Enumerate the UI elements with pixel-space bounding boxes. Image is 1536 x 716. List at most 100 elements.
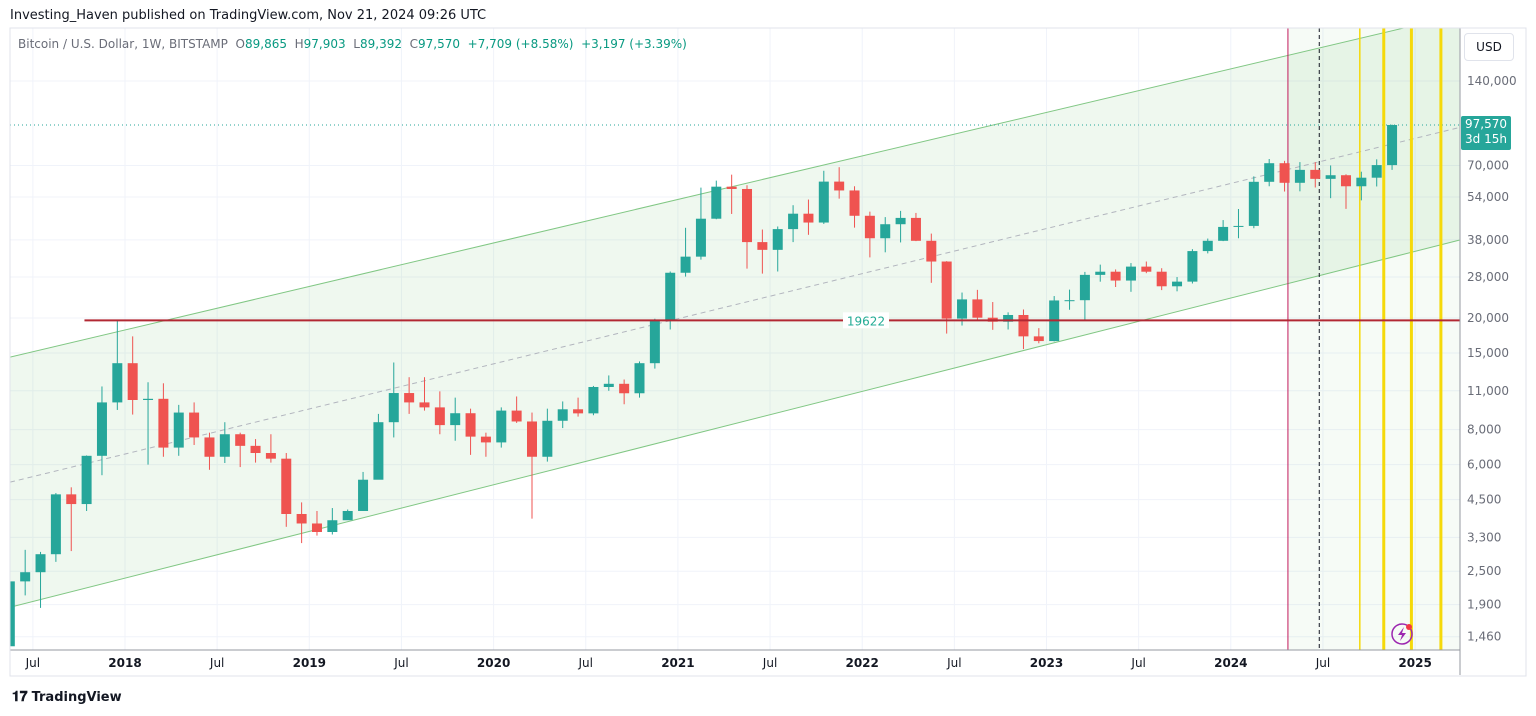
candle bbox=[1141, 261, 1152, 274]
candle bbox=[1049, 296, 1060, 342]
low-label: L bbox=[353, 37, 360, 51]
symbol-name[interactable]: Bitcoin / U.S. Dollar, 1W, BITSTAMP bbox=[18, 37, 228, 51]
candle bbox=[1294, 162, 1305, 192]
candle bbox=[1325, 165, 1336, 199]
candle-body bbox=[788, 213, 799, 230]
x-tick-label: Jul bbox=[946, 656, 961, 670]
candle-body bbox=[1387, 125, 1398, 166]
candle bbox=[1110, 269, 1121, 287]
candle bbox=[235, 432, 246, 468]
candle bbox=[173, 404, 184, 456]
tradingview-logo-icon: 𝟏𝟕 bbox=[12, 689, 28, 705]
x-tick-label: 2022 bbox=[845, 656, 878, 670]
candle-body bbox=[35, 554, 46, 573]
candle-body bbox=[250, 445, 261, 454]
candle bbox=[788, 205, 799, 243]
channel-mid-line bbox=[10, 127, 1460, 483]
high-value: 97,903 bbox=[303, 37, 346, 51]
lightning-alert-icon[interactable] bbox=[1391, 623, 1413, 645]
candle bbox=[1248, 176, 1259, 229]
candle bbox=[711, 180, 722, 220]
support-label: 19622 bbox=[847, 314, 885, 328]
candle bbox=[404, 377, 415, 414]
candle bbox=[588, 385, 599, 416]
candle bbox=[20, 549, 31, 596]
candle-body bbox=[1172, 281, 1183, 287]
candle-body bbox=[1125, 266, 1136, 281]
candle bbox=[1033, 328, 1044, 344]
candle-body bbox=[143, 398, 154, 400]
y-tick-label: 4,500 bbox=[1467, 493, 1501, 507]
candle-body bbox=[757, 242, 768, 250]
candle-body bbox=[1310, 169, 1321, 179]
candle bbox=[910, 212, 921, 242]
candle-body bbox=[189, 412, 200, 438]
candle-body bbox=[864, 215, 875, 239]
channel-fill bbox=[10, 28, 1460, 608]
candle bbox=[619, 379, 630, 405]
candle-body bbox=[1079, 274, 1090, 301]
candle-body bbox=[910, 217, 921, 241]
candle-body bbox=[388, 393, 399, 423]
candle bbox=[189, 402, 200, 445]
y-tick-label: 1,460 bbox=[1467, 630, 1501, 644]
candle bbox=[557, 401, 568, 429]
candle-body bbox=[680, 256, 691, 273]
candle-body bbox=[803, 213, 814, 223]
close-value: 97,570 bbox=[418, 37, 461, 51]
candle bbox=[726, 174, 737, 214]
candle-body bbox=[849, 190, 860, 216]
y-tick-label: 8,000 bbox=[1467, 423, 1501, 437]
candle bbox=[143, 382, 154, 465]
candle bbox=[1218, 220, 1229, 242]
candle-body bbox=[1018, 314, 1029, 337]
candle bbox=[1356, 171, 1367, 201]
candle bbox=[311, 510, 322, 536]
x-tick-label: 2020 bbox=[477, 656, 510, 670]
candle bbox=[680, 227, 691, 277]
open-value: 89,865 bbox=[244, 37, 287, 51]
x-tick-label: Jul bbox=[762, 656, 777, 670]
candle bbox=[112, 320, 123, 410]
candle bbox=[1233, 209, 1244, 239]
candle bbox=[1187, 249, 1198, 284]
currency-button[interactable]: USD bbox=[1464, 33, 1514, 61]
candle bbox=[419, 377, 430, 411]
candle bbox=[818, 170, 829, 224]
candle-body bbox=[1187, 251, 1198, 282]
candle-body bbox=[404, 393, 415, 403]
candle-body bbox=[235, 434, 246, 446]
change-value: +7,709 (+8.58%) bbox=[467, 37, 574, 51]
candle bbox=[1064, 289, 1075, 310]
candle bbox=[573, 397, 584, 417]
candle-body bbox=[1340, 175, 1351, 187]
y-tick-label: 3,300 bbox=[1467, 530, 1501, 544]
candle bbox=[342, 509, 353, 521]
y-tick-label: 28,000 bbox=[1467, 270, 1509, 284]
candle bbox=[250, 439, 261, 463]
x-tick-label: Jul bbox=[209, 656, 224, 670]
candle bbox=[50, 493, 61, 562]
candle bbox=[1018, 309, 1029, 350]
candle bbox=[81, 455, 92, 511]
x-tick-label: 2025 bbox=[1398, 656, 1431, 670]
candle-body bbox=[204, 437, 215, 457]
candle bbox=[1310, 162, 1321, 188]
candle-body bbox=[665, 272, 676, 320]
candle-body bbox=[926, 240, 937, 262]
candle-body bbox=[496, 410, 507, 443]
candle bbox=[158, 383, 169, 457]
x-tick-label: 2018 bbox=[108, 656, 141, 670]
x-tick-label: Jul bbox=[1130, 656, 1145, 670]
candle bbox=[542, 408, 553, 462]
candle bbox=[834, 167, 845, 199]
candle-body bbox=[603, 383, 614, 387]
y-tick-label: 140,000 bbox=[1467, 74, 1517, 88]
candle-body bbox=[20, 572, 31, 582]
channel-upper-line bbox=[10, 28, 1406, 358]
tradingview-footer[interactable]: 𝟏𝟕 TradingView bbox=[12, 689, 122, 705]
candle-body bbox=[1356, 177, 1367, 187]
candle bbox=[941, 261, 952, 334]
candle bbox=[358, 471, 369, 511]
